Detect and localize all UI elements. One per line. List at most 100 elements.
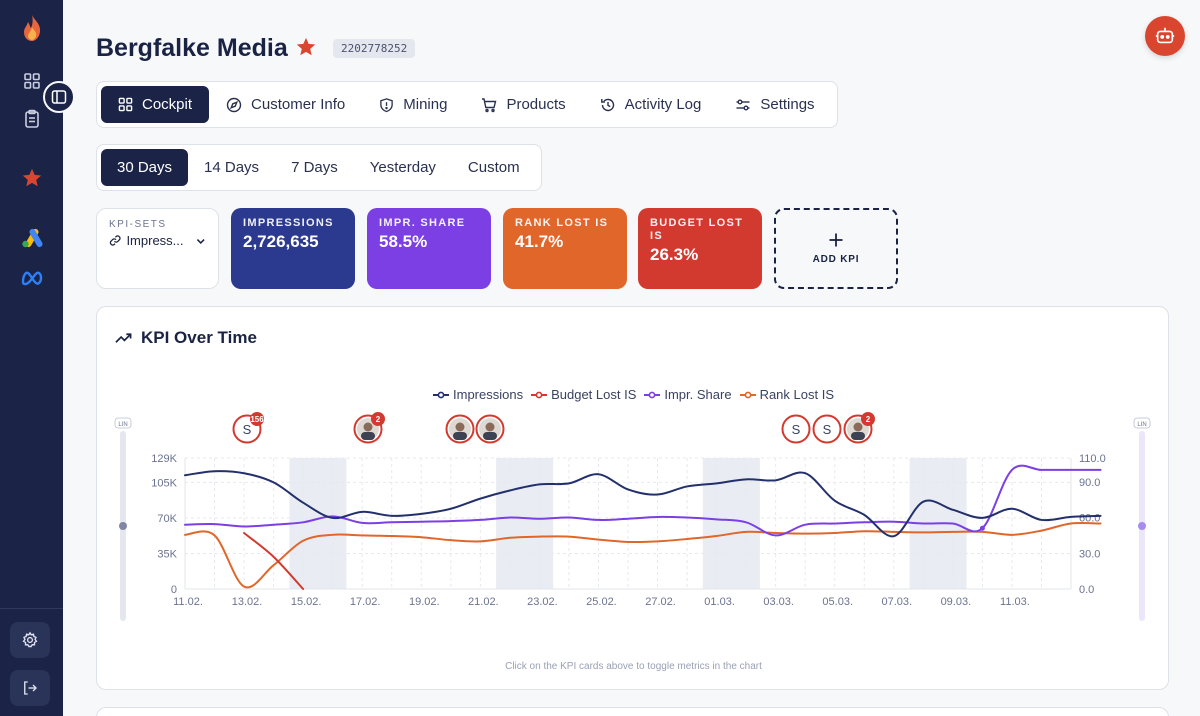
kpi-label: IMPR. SHARE (379, 217, 466, 229)
x-tick-label: 23.02. (527, 596, 558, 608)
kpi-card-rank-lost-is[interactable]: RANK LOST IS 41.7% (503, 208, 627, 289)
cart-icon (482, 97, 497, 112)
x-tick-label: 17.02. (350, 596, 381, 608)
main-tabs: Cockpit Customer Info Mining Products Ac… (96, 81, 838, 128)
y-right-tick-label: 0.0 (1079, 584, 1094, 596)
avatar-body (851, 432, 865, 440)
history-icon (600, 98, 614, 111)
kpi-chart-card: KPI Over Time Impressions Budget Lost IS… (96, 306, 1169, 690)
tab-mining[interactable]: Mining (362, 86, 464, 123)
period-selector: 30 Days 14 Days 7 Days Yesterday Custom (96, 144, 542, 191)
sliders-icon (736, 99, 750, 110)
kpi-value: 26.3% (650, 245, 699, 264)
tab-customer-info[interactable]: Customer Info (209, 86, 362, 123)
period-7-days[interactable]: 7 Days (291, 159, 338, 176)
sidebar-divider (0, 608, 63, 609)
avatar-body (483, 432, 497, 440)
kpi-value: 2,726,635 (243, 232, 319, 251)
avatar-head (853, 422, 863, 432)
kpi-card-impressions[interactable]: IMPRESSIONS 2,726,635 (231, 208, 355, 289)
legend-rank-lost-is[interactable]: Rank Lost IS (739, 387, 834, 402)
annotation-badge (861, 412, 875, 426)
grid-icon (118, 97, 133, 112)
y-left-tick-label: 0 (171, 584, 177, 596)
annotation-badge-count: 2 (376, 415, 381, 424)
bot-icon (1155, 27, 1175, 44)
kpi-set-selector[interactable]: KPI-SETS Impress... (96, 208, 219, 289)
assistant-bot-button[interactable] (1145, 16, 1185, 56)
period-custom[interactable]: Custom (467, 159, 520, 176)
avatar-head (485, 422, 495, 432)
y-right-tick-label: 90.0 (1079, 477, 1100, 489)
kpi-label: RANK LOST IS (515, 217, 609, 229)
avatar-body (361, 432, 375, 440)
plus-icon (829, 233, 843, 247)
annotation-letter: S (792, 422, 801, 437)
x-tick-label: 11.02. (173, 596, 203, 608)
y-left-tick-label: 70K (157, 513, 177, 525)
tab-label: Customer Info (251, 96, 346, 113)
clipboard-icon[interactable] (0, 109, 63, 129)
scale-label: LIN (1137, 422, 1146, 428)
weekend-band (496, 458, 554, 589)
kpi-label: IMPRESSIONS (243, 217, 334, 229)
chart-title: KPI Over Time (115, 328, 257, 348)
scale-handle (1138, 522, 1146, 530)
legend-impr-share[interactable]: Impr. Share (644, 387, 732, 402)
favorite-star-icon[interactable] (295, 36, 317, 63)
x-tick-label: 03.03. (763, 596, 794, 608)
page-title: Bergfalke Media (96, 34, 288, 62)
tab-label: Cockpit (142, 96, 193, 113)
avatar-body (453, 432, 467, 440)
sidebar (0, 0, 63, 716)
x-tick-label: 11.03. (1000, 596, 1030, 608)
y-right-tick-label: 110.0 (1079, 453, 1106, 465)
tab-settings[interactable]: Settings (718, 86, 831, 123)
tab-label: Products (506, 96, 566, 113)
panel-icon (51, 90, 67, 104)
period-yesterday[interactable]: Yesterday (369, 159, 436, 176)
meta-icon[interactable] (0, 270, 63, 286)
x-tick-label: 25.02. (586, 596, 617, 608)
y-left-tick-label: 105K (151, 477, 177, 489)
legend-impressions[interactable]: Impressions (433, 387, 523, 402)
series-line-rank-lost-is (184, 521, 1102, 589)
legend-label: Budget Lost IS (551, 387, 637, 402)
x-tick-label: 07.03. (882, 596, 913, 608)
tab-activity-log[interactable]: Activity Log (583, 86, 719, 123)
tab-products[interactable]: Products (464, 86, 582, 123)
trending-up-icon (115, 333, 132, 343)
flame-logo-icon[interactable] (0, 14, 63, 42)
annotation-badge (371, 412, 385, 426)
star-icon[interactable] (0, 167, 63, 189)
dashboard-icon[interactable] (0, 72, 63, 90)
google-ads-icon[interactable] (0, 228, 63, 248)
add-kpi-label: ADD KPI (812, 254, 860, 265)
annotation-letter: S (823, 422, 832, 437)
sidebar-toggle-button[interactable] (43, 81, 75, 113)
kpi-card-budget-lost-is[interactable]: BUDGET LOST IS 26.3% (638, 208, 762, 289)
x-tick-label: 15.02. (291, 596, 322, 608)
period-14-days[interactable]: 14 Days (204, 159, 260, 176)
annotation-badge (250, 412, 264, 426)
link-icon (109, 235, 121, 246)
kpi-set-value: Impress... (126, 233, 184, 248)
add-kpi-button[interactable]: ADD KPI (774, 208, 898, 289)
tab-label: Mining (403, 96, 448, 113)
tab-cockpit[interactable]: Cockpit (101, 86, 210, 123)
annotation-badge-count: 156 (250, 415, 264, 424)
annotation-letter: S (243, 422, 252, 437)
kpi-set-label: KPI-SETS (109, 219, 167, 230)
logout-button[interactable] (10, 670, 50, 706)
x-tick-label: 19.02. (409, 596, 440, 608)
kpi-card-impr-share[interactable]: IMPR. SHARE 58.5% (367, 208, 491, 289)
shield-icon (380, 97, 394, 112)
legend-label: Impr. Share (664, 387, 732, 402)
period-30-days[interactable]: 30 Days (101, 149, 189, 186)
legend-budget-lost-is[interactable]: Budget Lost IS (531, 387, 636, 402)
logout-icon (24, 681, 37, 695)
settings-button[interactable] (10, 622, 50, 658)
kpi-label: BUDGET LOST IS (650, 217, 744, 242)
legend-label: Impressions (453, 387, 524, 402)
annotation-marker (781, 414, 811, 444)
